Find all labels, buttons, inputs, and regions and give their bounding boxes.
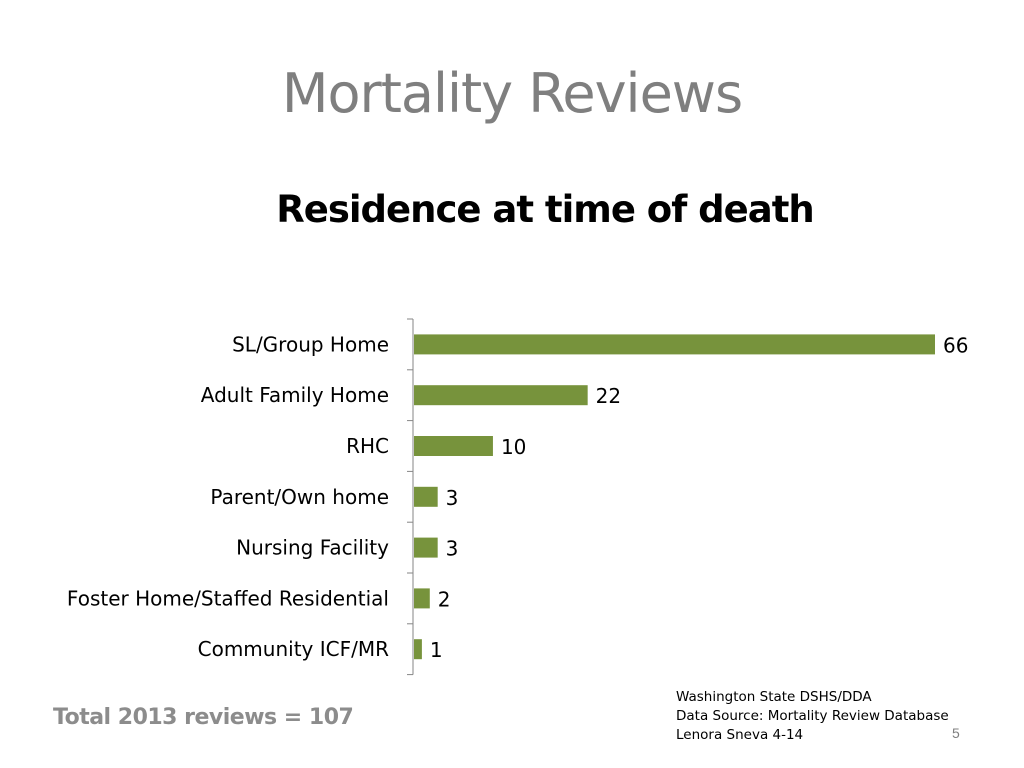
page-number: 5 [952, 725, 960, 741]
bar [414, 588, 430, 609]
bar [414, 537, 438, 558]
bar [414, 639, 422, 660]
chart-title: Residence at time of death [276, 188, 815, 231]
category-label: Parent/Own home [210, 485, 389, 509]
category-label: Foster Home/Staffed Residential [67, 586, 389, 610]
category-label: RHC [346, 434, 389, 458]
bar [414, 334, 935, 355]
category-label: Adult Family Home [201, 383, 389, 407]
category-label: Nursing Facility [236, 536, 389, 560]
data-label: 1 [430, 638, 443, 662]
source-line-org: Washington State DSHS/DDA [676, 689, 872, 705]
bar [414, 385, 588, 406]
slide-title: Mortality Reviews [281, 62, 743, 125]
source-note: Washington State DSHS/DDA Data Source: M… [676, 688, 949, 745]
total-reviews-note: Total 2013 reviews = 107 [53, 705, 354, 730]
data-label: 22 [596, 384, 621, 408]
data-label: 3 [446, 486, 459, 510]
source-line-author: Lenora Sneva 4-14 [676, 727, 804, 743]
data-label: 10 [501, 435, 526, 459]
bar [414, 436, 493, 456]
category-label: SL/Group Home [232, 332, 389, 356]
source-line-database: Data Source: Mortality Review Database [676, 708, 949, 724]
category-label: Community ICF/MR [198, 637, 389, 661]
bar-chart: SL/Group Home 66 Adult Family Home 22 RHC 10 P… [67, 318, 968, 676]
bar [414, 486, 438, 507]
data-label: 66 [943, 333, 968, 357]
data-label: 2 [438, 587, 451, 611]
data-label: 3 [446, 537, 459, 561]
